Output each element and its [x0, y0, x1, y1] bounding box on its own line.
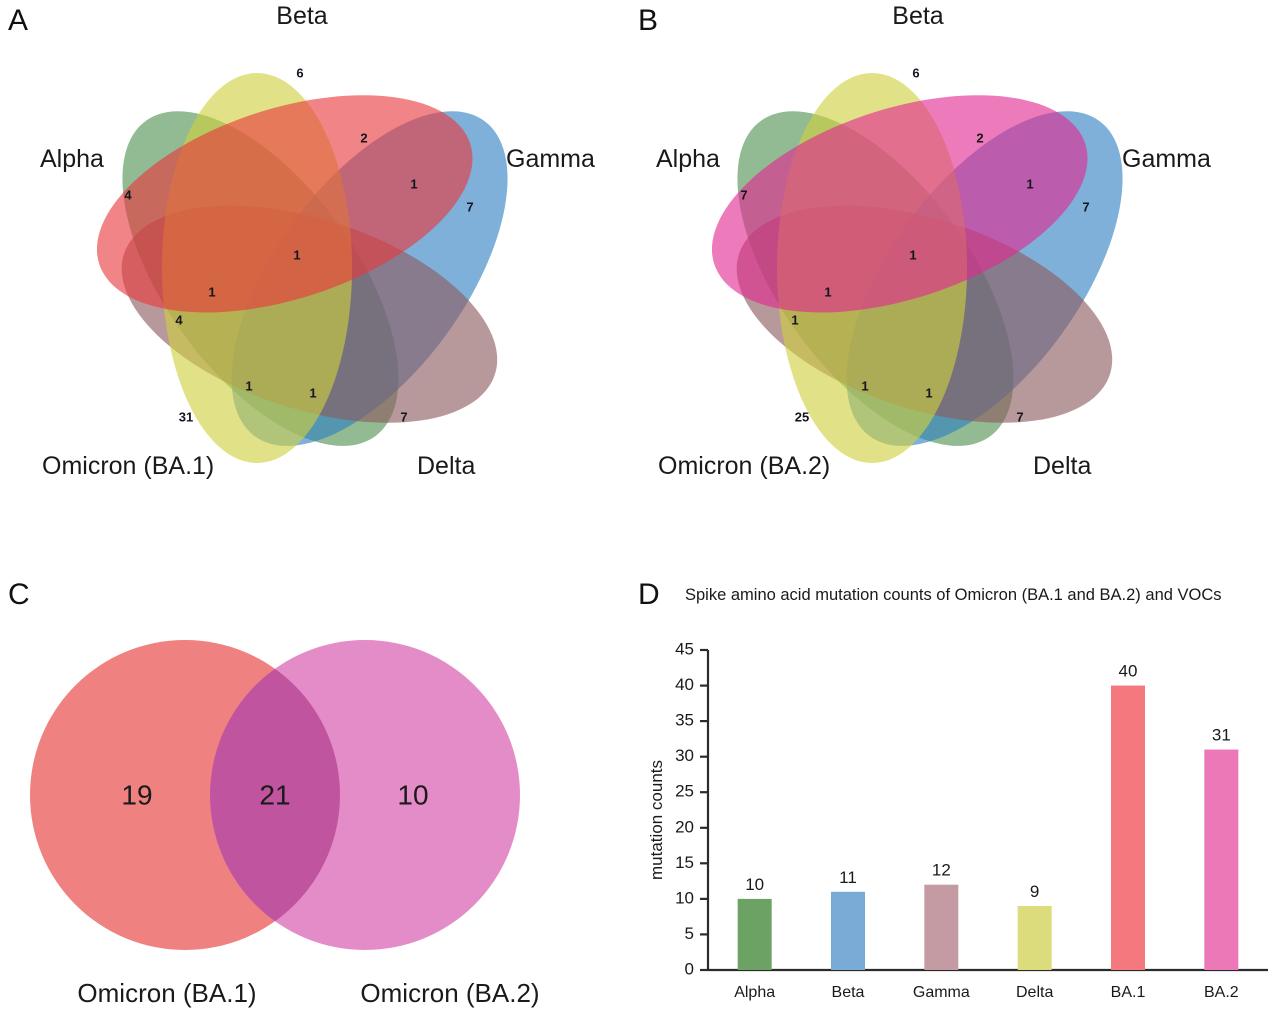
venn-b-count-omicron-only: 25: [795, 409, 809, 424]
venn-b-count-gamma-only: 7: [1082, 199, 1089, 214]
venn-a-count-beta-delta-omicron: 1: [245, 378, 252, 393]
venn-b-label-beta: Beta: [892, 2, 944, 30]
y-tick-label-45: 45: [675, 639, 694, 658]
panel-a-venn: .ell { fill-opacity: 0.62; stroke: none;…: [40, 2, 595, 480]
venn-a-count-beta-only: 6: [296, 65, 303, 80]
bar-value-ba-1: 40: [1119, 662, 1138, 681]
y-tick-label-40: 40: [675, 675, 694, 694]
bar-beta: [831, 891, 865, 970]
panel-c: C 19 21 10 Omicron (BA.1) Omicron (BA.2): [0, 560, 630, 1012]
bar-value-alpha: 10: [745, 875, 764, 894]
venn-a-label-gamma: Gamma: [506, 145, 595, 173]
venn-a-count-omicron-only: 31: [179, 409, 193, 424]
y-axis-ticks: 0 5 10 15 20 25 30 35 40 45: [675, 639, 708, 978]
venn-a-set-labels: Beta Alpha Gamma Delta Omicron (BA.1): [40, 2, 595, 480]
panel-d-letter: D: [638, 578, 660, 611]
bar-value-delta: 9: [1030, 882, 1039, 901]
venn-b-label-alpha: Alpha: [656, 145, 720, 173]
bar-value-gamma: 12: [932, 861, 951, 880]
bar-value-beta: 11: [839, 868, 857, 887]
venn-b-label-gamma: Gamma: [1122, 145, 1211, 173]
venn-a-count-alpha-only: 4: [124, 187, 132, 202]
venn-b-count-delta-omicron: 1: [925, 385, 932, 400]
y-tick-label-0: 0: [685, 959, 694, 978]
panel-c-letter: C: [8, 578, 30, 611]
venn-a-label-beta: Beta: [276, 2, 328, 30]
panel-d-barchart: Spike amino acid mutation counts of Omic…: [647, 586, 1268, 1001]
venn-b-count-all-five: 1: [909, 247, 916, 262]
x-tick-label-gamma: Gamma: [913, 984, 970, 1001]
venn-a-count-alpha-beta-omicron: 1: [208, 284, 215, 299]
venn-b-count-alpha-only: 7: [740, 187, 747, 202]
venn-a-count-alpha-omicron: 4: [175, 312, 183, 327]
venn-c-count-ba2-only: 10: [397, 779, 428, 810]
bar-series: [737, 685, 1239, 970]
venn-a-count-beta-gamma: 2: [360, 130, 367, 145]
bar-ba-2: [1204, 749, 1239, 970]
venn-b-set-labels: Beta Alpha Gamma Delta Omicron (BA.2): [656, 2, 1211, 480]
y-tick-label-5: 5: [685, 924, 694, 943]
panel-a-letter: A: [8, 4, 29, 37]
y-tick-label-10: 10: [675, 888, 694, 907]
venn-c-count-overlap: 21: [259, 779, 290, 810]
bar-gamma: [924, 884, 959, 970]
venn-b-count-beta-gamma: 2: [976, 130, 983, 145]
bar-delta: [1017, 906, 1052, 970]
venn-a-count-all-five: 1: [293, 247, 300, 262]
venn-a-count-delta-only: 7: [400, 409, 407, 424]
venn-a-label-delta: Delta: [417, 452, 475, 480]
venn-a-label-alpha: Alpha: [40, 145, 104, 173]
venn-a-label-omicron: Omicron (BA.1): [42, 452, 214, 480]
venn-a-ellipses: [96, 73, 508, 463]
venn-a-count-gamma-only: 7: [466, 199, 473, 214]
venn-b-count-delta-only: 7: [1016, 409, 1023, 424]
venn-c-overlap-region: [210, 640, 340, 950]
venn-b-count-beta-gamma-omicron: 1: [1026, 176, 1033, 191]
venn-c-label-ba1: Omicron (BA.1): [77, 978, 256, 1008]
y-tick-label-30: 30: [675, 746, 694, 765]
x-axis-category-labels: Alpha Beta Gamma Delta BA.1 BA.2: [734, 984, 1239, 1001]
venn-a-count-delta-omicron: 1: [309, 385, 316, 400]
x-tick-label-ba-1: BA.1: [1111, 984, 1146, 1001]
y-axis-title: mutation counts: [647, 760, 666, 880]
bar-alpha: [737, 898, 772, 970]
panel-b: B 6 2 7 1 7 1 1 1 1 1 25 7: [630, 0, 1280, 500]
venn-a-counts: 6 2 4 1 7 1 1 4 1 1 31 7: [124, 65, 473, 424]
venn-b-label-delta: Delta: [1033, 452, 1091, 480]
venn-b-label-omicron: Omicron (BA.2): [658, 452, 830, 480]
y-tick-label-20: 20: [675, 817, 694, 836]
x-tick-label-beta: Beta: [832, 984, 865, 1001]
x-tick-label-ba-2: BA.2: [1204, 984, 1239, 1001]
venn-b-count-alpha-omicron: 1: [791, 312, 798, 327]
venn-b-counts: 6 2 7 1 7 1 1 1 1 1 25 7: [740, 65, 1089, 424]
y-tick-label-15: 15: [675, 853, 694, 872]
venn-a-count-beta-gamma-omicron: 1: [410, 176, 417, 191]
panel-b-venn: 6 2 7 1 7 1 1 1 1 1 25 7 Beta Alpha Gamm…: [656, 2, 1211, 480]
bar-ba-1: [1111, 685, 1145, 970]
y-tick-label-35: 35: [675, 711, 694, 730]
venn-c-count-ba1-only: 19: [121, 779, 152, 810]
venn-b-count-beta-only: 6: [912, 65, 919, 80]
panel-d: D Spike amino acid mutation counts of Om…: [630, 560, 1280, 1012]
panel-a: A .ell { fill-opacity: 0.62; stroke: non…: [0, 0, 630, 500]
panel-c-venn: 19 21 10 Omicron (BA.1) Omicron (BA.2): [30, 640, 540, 1008]
venn-a-ellipse-omicron: [96, 95, 473, 313]
chart-title: Spike amino acid mutation counts of Omic…: [685, 586, 1222, 604]
y-tick-label-25: 25: [675, 782, 694, 801]
venn-c-label-ba2: Omicron (BA.2): [360, 978, 539, 1008]
bar-value-labels: 10 11 12 9 40 31: [745, 662, 1231, 901]
x-tick-label-alpha: Alpha: [734, 984, 775, 1001]
venn-b-ellipse-omicron: [711, 95, 1088, 313]
panel-b-letter: B: [638, 4, 659, 37]
venn-b-count-beta-delta-omicron: 1: [861, 378, 868, 393]
x-tick-label-delta: Delta: [1016, 984, 1053, 1001]
venn-b-ellipses: [711, 73, 1123, 463]
venn-b-count-alpha-beta-omicron: 1: [824, 284, 831, 299]
bar-value-ba-2: 31: [1212, 726, 1231, 745]
